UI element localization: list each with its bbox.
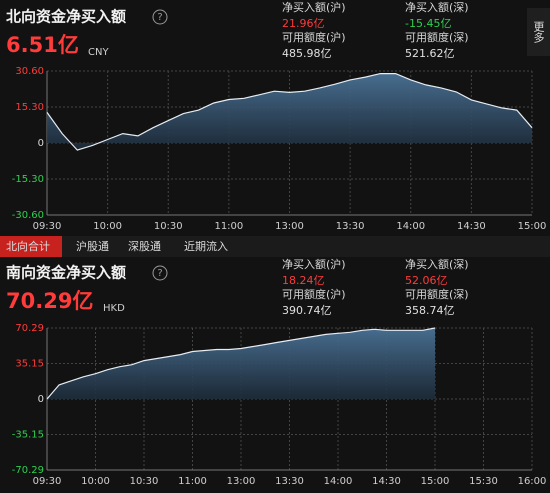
y-tick-label: -30.60: [12, 210, 44, 221]
x-tick-label: 14:30: [457, 221, 486, 232]
x-tick-label: 14:00: [324, 476, 353, 487]
stat-value: 18.24亿: [282, 274, 325, 287]
help-icon[interactable]: [152, 9, 168, 25]
stat-label: 净买入额(深): [405, 0, 469, 14]
stat-value: 358.74亿: [405, 304, 455, 317]
north-currency: CNY: [88, 47, 109, 58]
south-title: 南向资金净买入额: [6, 264, 126, 282]
x-tick-label: 13:00: [275, 221, 304, 232]
stat-label: 可用额度(沪): [282, 287, 346, 301]
stat-value: -15.45亿: [405, 17, 451, 30]
x-tick-label: 10:30: [130, 476, 159, 487]
y-tick-label: 35.15: [15, 358, 44, 369]
x-tick-label: 10:00: [93, 221, 122, 232]
stat-label: 可用额度(沪): [282, 30, 346, 44]
area-fill: [47, 328, 435, 399]
x-tick-label: 15:00: [421, 476, 450, 487]
help-icon[interactable]: [152, 265, 168, 281]
tab[interactable]: 近期流入: [184, 239, 228, 253]
stat-value: 21.96亿: [282, 17, 325, 30]
tab[interactable]: 深股通: [128, 240, 161, 253]
y-tick-label: -15.30: [12, 174, 44, 185]
stat-value: 390.74亿: [282, 304, 332, 317]
more-button[interactable]: [527, 8, 550, 56]
line: [46, 73, 533, 151]
stat-value: 521.62亿: [405, 47, 455, 60]
x-tick-label: 09:30: [33, 476, 62, 487]
y-tick-label: -35.15: [12, 430, 44, 441]
x-tick-label: 14:00: [396, 221, 425, 232]
stat-label: 净买入额(沪): [282, 257, 346, 271]
help-icon-text[interactable]: ?: [157, 12, 162, 23]
stat-value: 485.98亿: [282, 47, 332, 60]
stat-value: 52.06亿: [405, 274, 448, 287]
y-tick-label: -70.29: [12, 465, 44, 476]
x-tick-label: 16:00: [518, 476, 547, 487]
help-icon-text[interactable]: ?: [157, 268, 162, 279]
x-tick-label: 15:30: [469, 476, 498, 487]
y-tick-label: 70.29: [15, 323, 44, 334]
x-tick-label: 13:30: [336, 221, 365, 232]
north-title: 北向资金净买入额: [6, 8, 126, 26]
stat-label: 可用额度(深): [405, 30, 469, 44]
south-currency: HKD: [103, 303, 125, 314]
tab[interactable]: 北向合计: [6, 239, 50, 253]
x-tick-label: 11:00: [178, 476, 207, 487]
y-tick-label: 30.60: [15, 66, 44, 77]
x-tick-label: 10:00: [81, 476, 110, 487]
tab-active[interactable]: [0, 236, 62, 257]
tab[interactable]: 沪股通: [76, 239, 109, 253]
y-tick-label: 0: [38, 138, 44, 149]
more-text[interactable]: 更多: [532, 21, 545, 44]
stat-label: 可用额度(深): [405, 287, 469, 301]
area-fill: [47, 73, 532, 151]
north-amount: 6.51亿: [6, 33, 79, 57]
x-tick-label: 15:00: [518, 221, 547, 232]
stat-label: 净买入额(沪): [282, 0, 346, 14]
x-tick-label: 11:00: [214, 221, 243, 232]
south-amount: 70.29亿: [6, 289, 93, 313]
y-tick-label: 0: [38, 394, 44, 405]
tab-bar: [0, 236, 550, 257]
x-tick-label: 14:30: [372, 476, 401, 487]
x-tick-label: 13:30: [275, 476, 304, 487]
y-tick-label: 15.30: [15, 102, 44, 113]
line: [46, 327, 436, 400]
x-tick-label: 10:30: [154, 221, 183, 232]
x-tick-label: 09:30: [33, 221, 62, 232]
x-tick-label: 13:00: [227, 476, 256, 487]
stat-label: 净买入额(深): [405, 257, 469, 271]
